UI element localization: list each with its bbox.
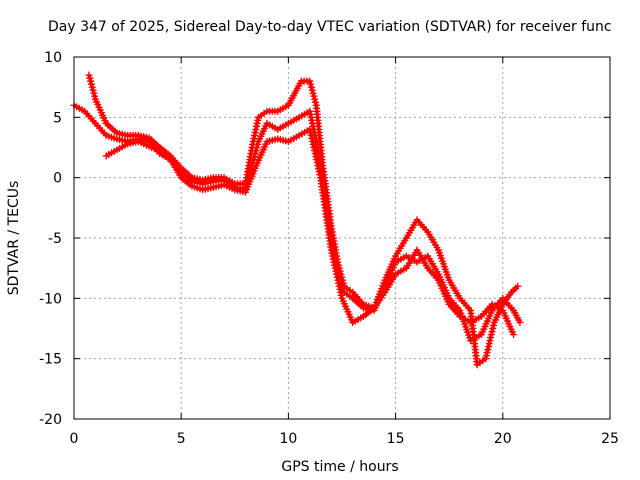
x-tick-label: 5 <box>177 431 186 447</box>
series-trace <box>87 74 519 367</box>
grid-lines <box>74 57 610 419</box>
y-tick-label: -5 <box>48 231 62 247</box>
data-point-marker <box>510 331 518 339</box>
x-axis: 0 5 10 15 20 25 <box>70 57 619 447</box>
x-tick-label: 15 <box>387 431 405 447</box>
y-tick-label: -20 <box>39 412 62 428</box>
y-axis-label: SDTVAR / TECUs <box>6 181 22 296</box>
data-point-marker <box>516 318 524 326</box>
x-axis-label: GPS time / hours <box>281 459 398 475</box>
chart-title: Day 347 of 2025, Sidereal Day-to-day VTE… <box>48 19 612 35</box>
y-tick-label: 10 <box>44 50 62 66</box>
y-tick-label: 0 <box>53 171 62 187</box>
data-layer <box>70 71 524 369</box>
y-tick-label: -15 <box>39 352 62 368</box>
x-tick-label: 10 <box>279 431 297 447</box>
data-point-marker <box>514 282 522 290</box>
y-axis: -20 -15 -10 -5 0 5 10 <box>39 50 610 428</box>
x-tick-label: 0 <box>70 431 79 447</box>
x-tick-label: 25 <box>601 431 619 447</box>
y-tick-label: -10 <box>39 291 62 307</box>
y-tick-label: 5 <box>53 110 62 126</box>
x-tick-label: 20 <box>494 431 512 447</box>
